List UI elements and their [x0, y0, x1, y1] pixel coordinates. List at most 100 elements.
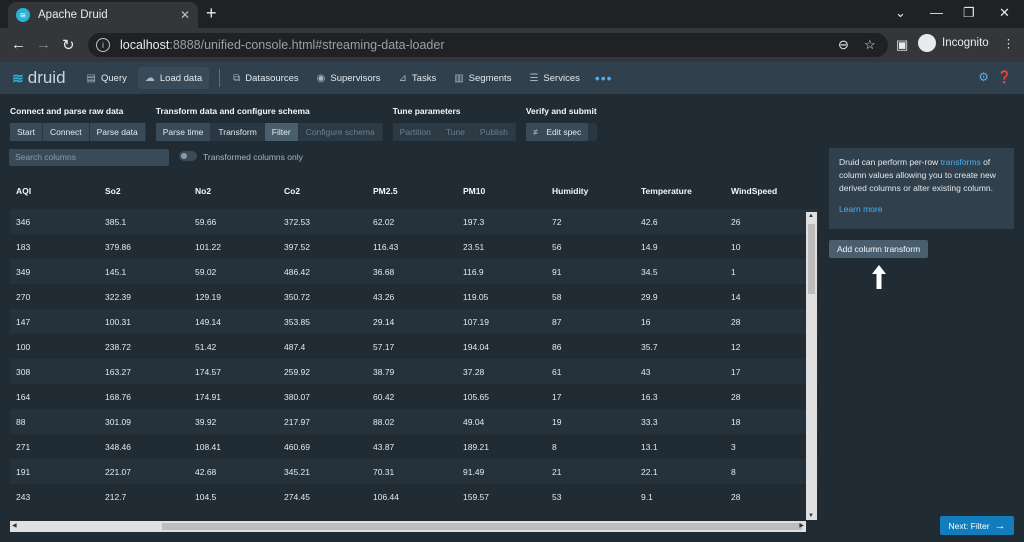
add-column-transform-button[interactable]: Add column transform: [829, 240, 929, 258]
table-cell: 379.86: [105, 241, 131, 252]
table-cell: 49.04: [463, 416, 485, 427]
vertical-scrollbar[interactable]: ▲ ▼: [806, 212, 817, 520]
new-tab-icon[interactable]: +: [206, 3, 217, 23]
step-connect[interactable]: Connect: [42, 123, 90, 141]
close-tab-icon[interactable]: ✕: [179, 8, 190, 22]
scroll-right-icon[interactable]: ▶: [799, 523, 804, 529]
table-cell: 13.1: [641, 441, 658, 452]
table-cell: 42.68: [195, 466, 217, 477]
table-cell: 87: [552, 316, 562, 327]
nav-load-data[interactable]: ☁ Load data: [137, 67, 210, 89]
scroll-down-icon[interactable]: ▼: [808, 513, 814, 519]
more-options-icon[interactable]: •••: [594, 70, 613, 86]
table-cell: 60.42: [373, 391, 395, 402]
vertical-scroll-thumb[interactable]: [808, 224, 815, 294]
table-cell: 43.26: [373, 291, 395, 302]
minimize-icon[interactable]: —: [930, 5, 943, 20]
nav-query[interactable]: ▤ Query: [80, 67, 134, 89]
table-cell: 106.44: [373, 491, 399, 502]
side-panel-icon[interactable]: ▣: [896, 37, 909, 52]
menu-kebab-icon[interactable]: ⋮: [1002, 38, 1015, 50]
browser-tab-strip: ≋ Apache Druid ✕ + ⌄ — ❐ ✕: [0, 0, 1024, 28]
table-row: 100 238.72 51.42 487.4 57.17 194.04 86 35.7 12: [10, 334, 818, 359]
table-cell: 183: [16, 241, 31, 252]
step-tune[interactable]: Tune: [438, 123, 473, 141]
table-cell: 14: [731, 291, 741, 302]
step-publish[interactable]: Publish: [472, 123, 516, 141]
table-cell: 308: [16, 366, 31, 377]
column-header[interactable]: PM2.5: [373, 186, 398, 196]
forward-icon[interactable]: →: [36, 36, 51, 53]
step-edit-spec-label: Edit spec: [546, 127, 582, 137]
table-cell: 39.92: [195, 416, 217, 427]
horizontal-scroll-thumb[interactable]: [162, 523, 802, 530]
step-partition[interactable]: Partition: [392, 123, 439, 141]
table-cell: 270: [16, 291, 31, 302]
table-cell: 108.41: [195, 441, 221, 452]
table-cell: 59.02: [195, 266, 217, 277]
settings-gear-icon[interactable]: ⚙: [978, 70, 990, 84]
table-cell: 29.9: [641, 291, 658, 302]
column-header[interactable]: Co2: [284, 186, 301, 196]
site-info-icon[interactable]: i: [96, 38, 110, 52]
step-filter[interactable]: Filter: [264, 123, 299, 141]
druid-logo[interactable]: ≋ druid: [12, 68, 66, 88]
column-header[interactable]: PM10: [463, 186, 486, 196]
up-arrow-icon: [872, 265, 886, 289]
nav-datasources-label: Datasources: [245, 72, 299, 84]
nav-tasks[interactable]: ⊿ Tasks: [392, 67, 444, 89]
back-icon[interactable]: ←: [11, 36, 26, 53]
table-cell: 61: [552, 366, 562, 377]
table-row: 183 379.86 101.22 397.52 116.43 23.51 56 14.9 10: [10, 234, 818, 259]
table-cell: 346: [16, 216, 31, 227]
table-cell: 37.28: [463, 366, 485, 377]
step-parse-time[interactable]: Parse time: [155, 123, 212, 141]
data-preview-table: AQI So2 No2 Co2 PM2.5 PM10 Humidity Temperature…: [10, 173, 818, 521]
scroll-left-icon[interactable]: ◀: [12, 523, 17, 529]
column-header[interactable]: So2: [105, 186, 121, 196]
browser-tab[interactable]: ≋ Apache Druid ✕: [8, 2, 198, 28]
nav-segments[interactable]: ▥ Segments: [447, 67, 518, 89]
bookmark-star-icon[interactable]: ☆: [864, 37, 876, 52]
table-cell: 149.14: [195, 316, 221, 327]
column-header[interactable]: Humidity: [552, 186, 589, 196]
omnibox[interactable]: i localhost:8888/unified-console.html#st…: [88, 33, 888, 57]
nav-services[interactable]: ☰ Services: [522, 67, 586, 89]
table-cell: 191: [16, 466, 31, 477]
table-cell: 29.14: [373, 316, 395, 327]
table-cell: 58: [552, 291, 562, 302]
transformed-only-toggle[interactable]: [179, 151, 197, 161]
scroll-up-icon[interactable]: ▲: [808, 213, 814, 219]
column-header[interactable]: AQI: [16, 186, 32, 196]
table-row: 243 212.7 104.5 274.45 106.44 159.57 53 9.1 28: [10, 484, 818, 509]
step-configure-schema[interactable]: Configure schema: [298, 123, 383, 141]
column-header[interactable]: No2: [195, 186, 212, 196]
learn-more-link[interactable]: Learn more: [839, 204, 883, 214]
next-filter-button[interactable]: Next: Filter →: [940, 516, 1014, 535]
transforms-link[interactable]: transforms: [940, 157, 981, 167]
table-cell: 14.9: [641, 241, 658, 252]
zoom-icon[interactable]: ⊖: [838, 37, 849, 52]
horizontal-scrollbar[interactable]: ◀ ▶: [10, 521, 806, 532]
restore-icon[interactable]: ❐: [963, 5, 975, 20]
step-edit-spec[interactable]: ≢ Edit spec: [525, 123, 590, 141]
chevron-down-icon[interactable]: ⌄: [895, 5, 906, 20]
close-window-icon[interactable]: ✕: [999, 5, 1010, 20]
reload-icon[interactable]: ↻: [62, 37, 75, 54]
table-cell: 28: [731, 491, 741, 502]
nav-segments-label: Segments: [468, 72, 512, 84]
column-header[interactable]: WindSpeed: [731, 186, 778, 196]
nav-supervisors[interactable]: ◉ Supervisors: [310, 67, 388, 89]
step-group-title: Tune parameters: [392, 106, 461, 116]
nav-datasources[interactable]: ⧉ Datasources: [226, 67, 305, 89]
search-columns-input[interactable]: Search columns: [9, 149, 169, 166]
table-cell: 70.31: [373, 466, 395, 477]
incognito-profile[interactable]: Incognito ⋮: [918, 34, 1014, 52]
column-header[interactable]: Temperature: [641, 186, 692, 196]
step-parse-data[interactable]: Parse data: [89, 123, 146, 141]
table-header: AQI So2 No2 Co2 PM2.5 PM10 Humidity Temperature…: [10, 173, 818, 209]
table-cell: 159.57: [463, 491, 489, 502]
step-start[interactable]: Start: [10, 123, 43, 141]
step-transform[interactable]: Transform: [211, 123, 265, 141]
help-icon[interactable]: ❓: [997, 70, 1012, 84]
